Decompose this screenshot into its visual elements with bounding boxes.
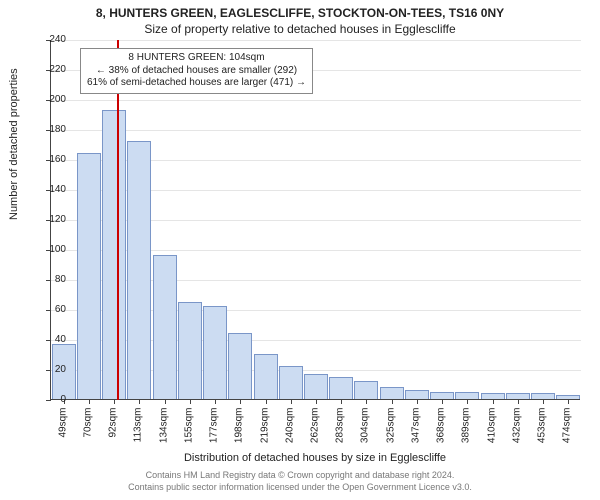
gridline bbox=[51, 40, 581, 41]
x-tick-label: 155sqm bbox=[183, 408, 194, 478]
x-tick-mark bbox=[392, 400, 393, 404]
histogram-bar bbox=[203, 306, 227, 399]
histogram-bar bbox=[153, 255, 177, 399]
annotation-line2: ← 38% of detached houses are smaller (29… bbox=[87, 65, 306, 78]
page-title-line1: 8, HUNTERS GREEN, EAGLESCLIFFE, STOCKTON… bbox=[0, 6, 600, 20]
y-tick-label: 60 bbox=[36, 305, 66, 315]
x-tick-label: 219sqm bbox=[259, 408, 270, 478]
x-tick-mark bbox=[568, 400, 569, 404]
histogram-bar bbox=[178, 302, 202, 400]
x-tick-mark bbox=[518, 400, 519, 404]
x-tick-label: 474sqm bbox=[562, 408, 573, 478]
histogram-bar bbox=[304, 374, 328, 400]
x-tick-label: 389sqm bbox=[461, 408, 472, 478]
histogram-bar bbox=[405, 390, 429, 399]
histogram-bar bbox=[430, 392, 454, 400]
y-tick-label: 140 bbox=[36, 185, 66, 195]
histogram-bar bbox=[329, 377, 353, 400]
x-tick-mark bbox=[190, 400, 191, 404]
y-tick-label: 80 bbox=[36, 275, 66, 285]
x-tick-label: 410sqm bbox=[486, 408, 497, 478]
y-tick-label: 0 bbox=[36, 395, 66, 405]
x-tick-label: 368sqm bbox=[436, 408, 447, 478]
annotation-box: 8 HUNTERS GREEN: 104sqm ← 38% of detache… bbox=[80, 48, 313, 94]
gridline bbox=[51, 130, 581, 131]
histogram-bar bbox=[77, 153, 101, 399]
annotation-line1: 8 HUNTERS GREEN: 104sqm bbox=[87, 52, 306, 65]
y-tick-label: 20 bbox=[36, 365, 66, 375]
credits-line2: Contains public sector information licen… bbox=[0, 482, 600, 492]
x-tick-label: 134sqm bbox=[158, 408, 169, 478]
histogram-bar bbox=[127, 141, 151, 399]
y-tick-label: 160 bbox=[36, 155, 66, 165]
x-tick-mark bbox=[366, 400, 367, 404]
x-tick-mark bbox=[417, 400, 418, 404]
y-tick-label: 40 bbox=[36, 335, 66, 345]
histogram-bar bbox=[254, 354, 278, 399]
y-tick-label: 120 bbox=[36, 215, 66, 225]
x-tick-label: 325sqm bbox=[385, 408, 396, 478]
x-tick-label: 432sqm bbox=[511, 408, 522, 478]
histogram-bar bbox=[279, 366, 303, 399]
x-tick-mark bbox=[543, 400, 544, 404]
x-tick-label: 113sqm bbox=[133, 408, 144, 478]
x-tick-mark bbox=[139, 400, 140, 404]
x-tick-mark bbox=[89, 400, 90, 404]
x-tick-mark bbox=[467, 400, 468, 404]
y-tick-label: 200 bbox=[36, 95, 66, 105]
x-tick-label: 347sqm bbox=[410, 408, 421, 478]
histogram-bar bbox=[380, 387, 404, 399]
x-tick-mark bbox=[316, 400, 317, 404]
histogram-bar bbox=[531, 393, 555, 399]
x-tick-mark bbox=[291, 400, 292, 404]
y-tick-label: 180 bbox=[36, 125, 66, 135]
x-tick-mark bbox=[240, 400, 241, 404]
plot-area bbox=[50, 40, 580, 400]
x-tick-label: 283sqm bbox=[335, 408, 346, 478]
histogram-bar bbox=[556, 395, 580, 400]
x-tick-label: 49sqm bbox=[57, 408, 68, 478]
gridline bbox=[51, 100, 581, 101]
x-tick-label: 70sqm bbox=[82, 408, 93, 478]
annotation-line3: 61% of semi-detached houses are larger (… bbox=[87, 77, 306, 90]
x-tick-mark bbox=[215, 400, 216, 404]
page-title-line2: Size of property relative to detached ho… bbox=[0, 22, 600, 36]
x-tick-label: 453sqm bbox=[537, 408, 548, 478]
x-tick-label: 92sqm bbox=[108, 408, 119, 478]
plot-area-wrapper bbox=[50, 40, 580, 400]
x-tick-label: 304sqm bbox=[360, 408, 371, 478]
histogram-bar bbox=[455, 392, 479, 400]
histogram-bar bbox=[481, 393, 505, 399]
y-tick-label: 100 bbox=[36, 245, 66, 255]
x-tick-mark bbox=[493, 400, 494, 404]
histogram-bar bbox=[506, 393, 530, 399]
reference-line bbox=[117, 40, 119, 400]
x-tick-mark bbox=[165, 400, 166, 404]
y-axis-label: Number of detached properties bbox=[8, 68, 20, 220]
x-tick-mark bbox=[341, 400, 342, 404]
chart-container: 8, HUNTERS GREEN, EAGLESCLIFFE, STOCKTON… bbox=[0, 0, 600, 500]
x-tick-label: 262sqm bbox=[310, 408, 321, 478]
x-tick-mark bbox=[442, 400, 443, 404]
x-tick-mark bbox=[266, 400, 267, 404]
histogram-bar bbox=[228, 333, 252, 399]
y-tick-label: 220 bbox=[36, 65, 66, 75]
histogram-bar bbox=[102, 110, 126, 400]
x-tick-label: 240sqm bbox=[284, 408, 295, 478]
x-tick-mark bbox=[114, 400, 115, 404]
histogram-bar bbox=[354, 381, 378, 399]
x-tick-label: 177sqm bbox=[209, 408, 220, 478]
x-tick-label: 198sqm bbox=[234, 408, 245, 478]
y-tick-label: 240 bbox=[36, 35, 66, 45]
